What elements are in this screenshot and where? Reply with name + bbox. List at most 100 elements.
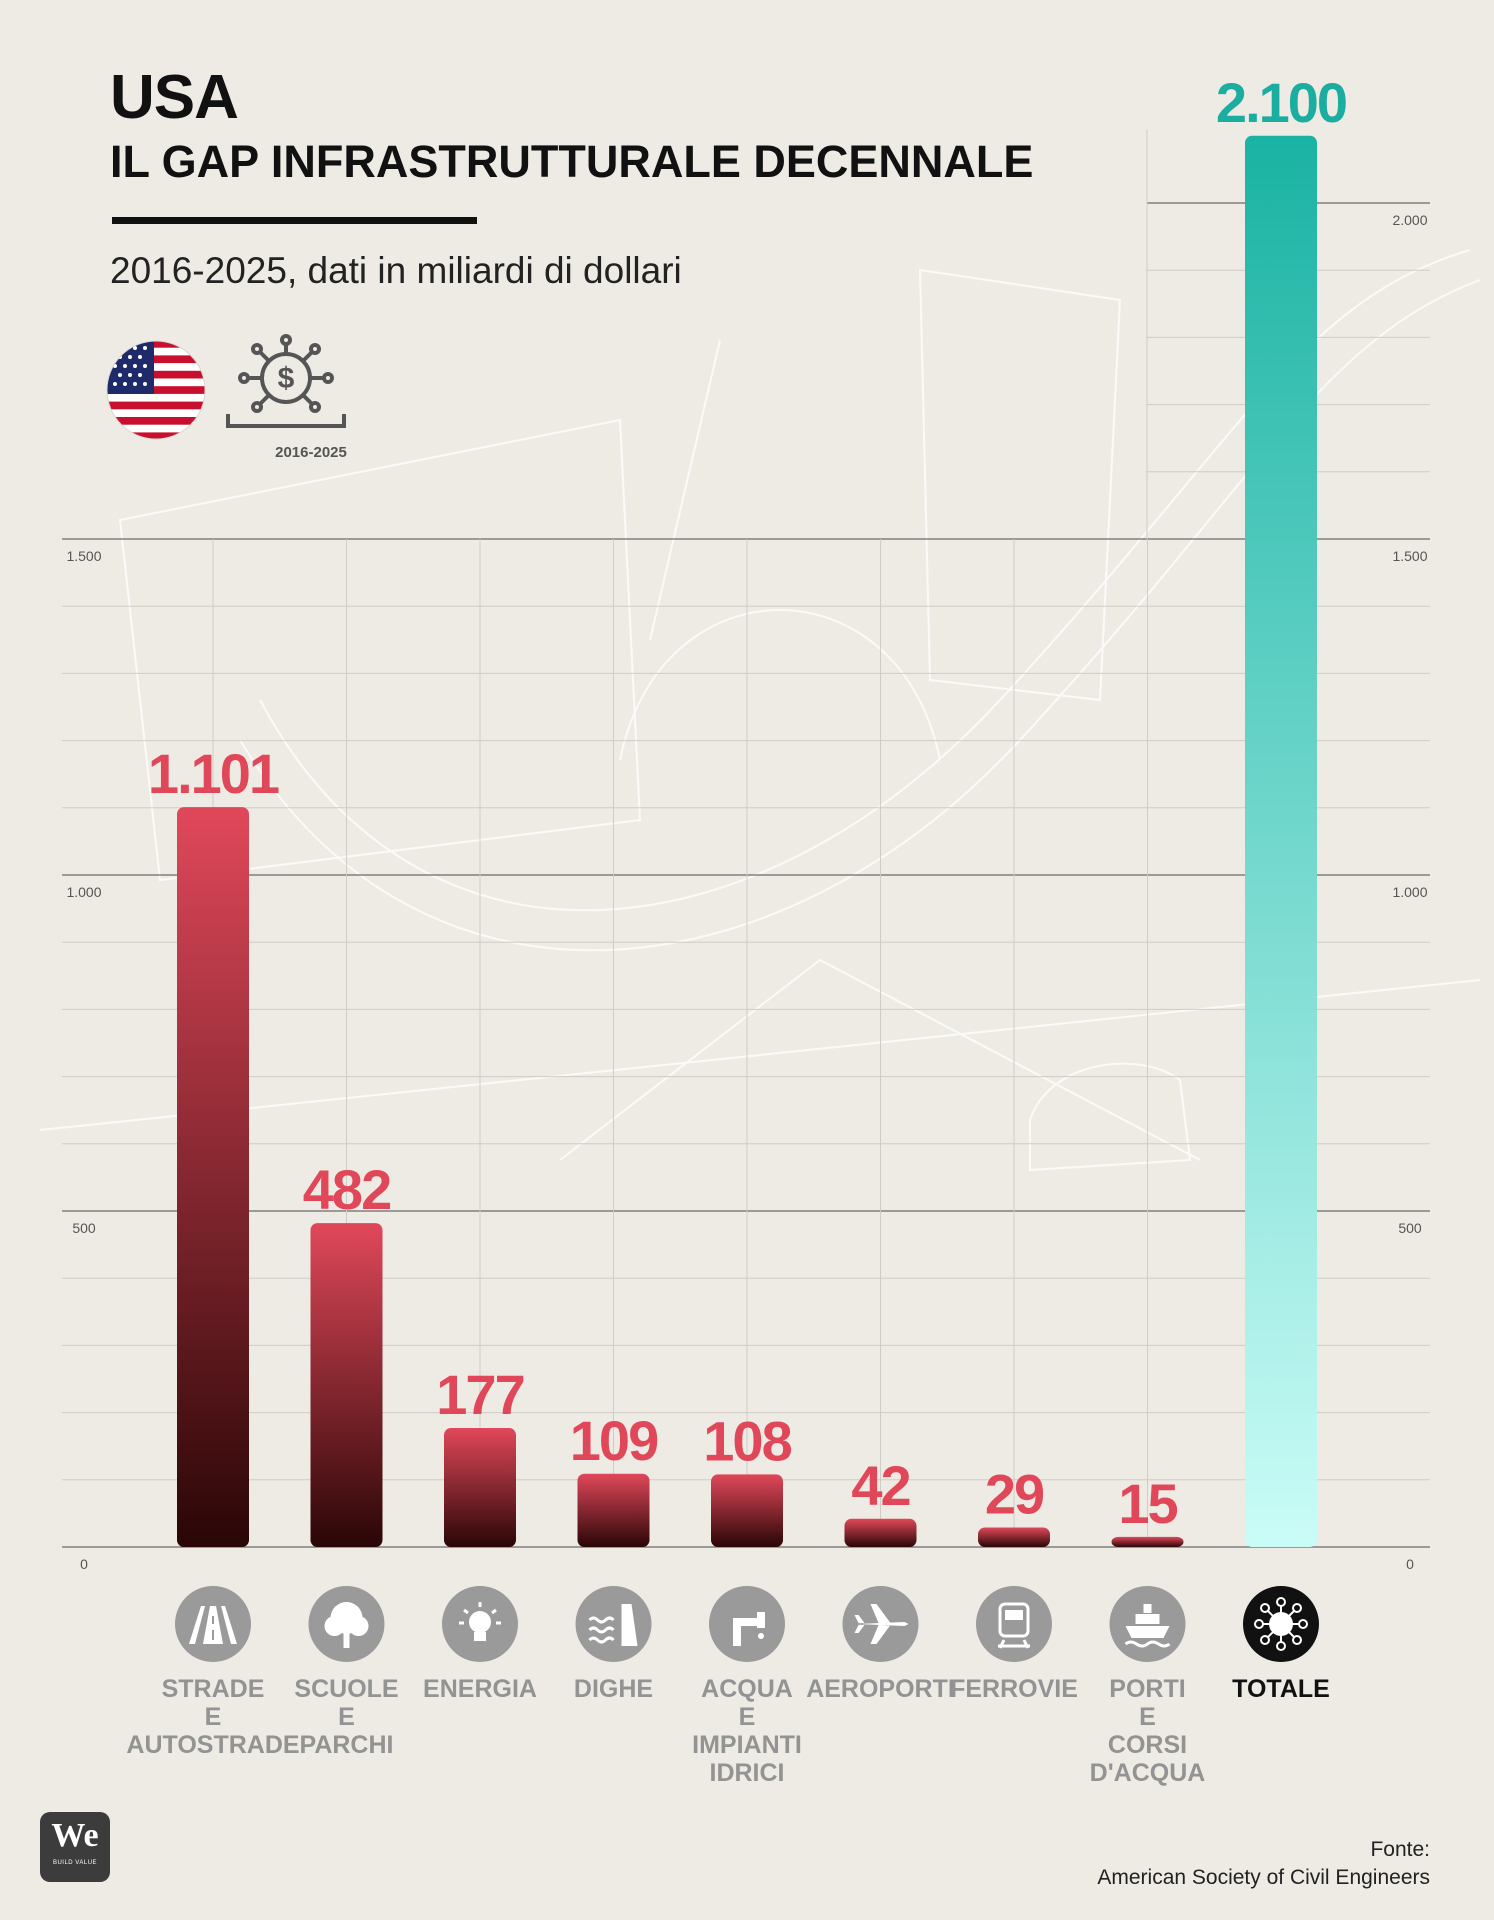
bar-value-label: 109 bbox=[570, 1409, 658, 1472]
train-body bbox=[998, 1602, 1030, 1638]
bar-value-label: 2.100 bbox=[1216, 71, 1346, 134]
water-drop bbox=[758, 1633, 764, 1639]
bar-value-label: 29 bbox=[985, 1463, 1044, 1526]
train-rails bbox=[998, 1639, 1030, 1649]
road-shape bbox=[203, 1606, 223, 1644]
category-label-line: STRADE bbox=[162, 1675, 265, 1703]
bar bbox=[1111, 1536, 1184, 1547]
network-node bbox=[1276, 1641, 1286, 1651]
bar-value-label: 482 bbox=[303, 1158, 390, 1221]
logo-tagline: BUILD VALUE bbox=[52, 1860, 98, 1866]
category-label-line: D'ACQUA bbox=[1090, 1759, 1206, 1787]
source-name: American Society of Civil Engineers bbox=[1097, 1866, 1430, 1889]
network-node bbox=[1276, 1597, 1286, 1607]
bar bbox=[444, 1428, 516, 1547]
water-tap-icon bbox=[709, 1586, 785, 1662]
ship-cabin bbox=[1135, 1614, 1160, 1624]
icon-circle bbox=[976, 1586, 1052, 1662]
bar-value-label: 42 bbox=[851, 1454, 909, 1517]
category-label: TOTALE bbox=[1232, 1675, 1330, 1703]
category-label: PORTI E CORSI D'ACQUA bbox=[1090, 1675, 1206, 1787]
category-label-line: E bbox=[338, 1703, 355, 1731]
y-axis-tick-label: 1.000 bbox=[66, 884, 101, 900]
bar-value-label: 1.101 bbox=[148, 742, 279, 805]
category-label-line: CORSI bbox=[1108, 1731, 1187, 1759]
category-label: SCUOLE E PARCHI bbox=[294, 1675, 398, 1759]
bar-value-label: 108 bbox=[703, 1409, 791, 1472]
bulb-rays bbox=[459, 1602, 501, 1625]
page-subtitle: IL GAP INFRASTRUTTURALE DECENNALE bbox=[110, 136, 1034, 187]
bar bbox=[577, 1473, 650, 1547]
bar bbox=[177, 807, 249, 1547]
category-label-line: IMPIANTI bbox=[692, 1731, 802, 1759]
category-label-line: DIGHE bbox=[574, 1675, 653, 1703]
y-axis-tick-label: 0 bbox=[1406, 1556, 1414, 1572]
dam-water bbox=[588, 1616, 615, 1644]
category-label-line: TOTALE bbox=[1232, 1675, 1330, 1703]
y-axis-tick-label: 1.500 bbox=[1392, 548, 1427, 564]
road-marking bbox=[212, 1616, 214, 1640]
tree-icon bbox=[308, 1586, 385, 1662]
category-label-line: FERROVIE bbox=[950, 1675, 1078, 1703]
category-label-line: IDRICI bbox=[710, 1759, 785, 1787]
category-label-line: AUTOSTRADE bbox=[126, 1731, 299, 1759]
usa-flag-icon bbox=[106, 340, 206, 440]
tree-trunk bbox=[343, 1632, 350, 1648]
network-node bbox=[1292, 1635, 1302, 1645]
y-axis-tick-label: 1.000 bbox=[1392, 884, 1427, 900]
bar bbox=[1245, 135, 1317, 1547]
lightbulb-icon bbox=[442, 1586, 518, 1662]
page-title: USA bbox=[110, 63, 239, 132]
category-label-line: PORTI bbox=[1109, 1675, 1185, 1703]
category-label: ACQUA E IMPIANTI IDRICI bbox=[692, 1675, 802, 1787]
y-axis-tick-label: 2.000 bbox=[1392, 212, 1427, 228]
chart-description: 2016-2025, dati in miliardi di dollari bbox=[110, 250, 682, 291]
bar bbox=[711, 1474, 783, 1547]
airplane-icon bbox=[842, 1586, 919, 1662]
bar bbox=[844, 1518, 917, 1547]
y-axis-tick-label: 1.500 bbox=[66, 548, 101, 564]
bar-value-label: 15 bbox=[1118, 1472, 1177, 1535]
category-label-line: AEROPORTI bbox=[806, 1675, 955, 1703]
ship-waves bbox=[1124, 1640, 1171, 1648]
category-label: AEROPORTI bbox=[806, 1675, 955, 1703]
category-label-line: SCUOLE bbox=[294, 1675, 398, 1703]
network-node bbox=[1298, 1619, 1308, 1629]
category-label: ENERGIA bbox=[423, 1675, 537, 1703]
tree-crown bbox=[348, 1616, 369, 1636]
category-label-line: E bbox=[1139, 1703, 1156, 1731]
pipe-shape bbox=[733, 1612, 765, 1646]
icon-circle bbox=[575, 1586, 652, 1662]
bulb-base bbox=[474, 1632, 486, 1641]
road-icon bbox=[175, 1586, 251, 1662]
y-axis-tick-label: 500 bbox=[72, 1220, 96, 1236]
ship-hull bbox=[1125, 1626, 1170, 1638]
category-label-line: E bbox=[205, 1703, 222, 1731]
y-axis-tick-label: 500 bbox=[1398, 1220, 1422, 1236]
category-label-line: E bbox=[739, 1703, 756, 1731]
train-window bbox=[1005, 1610, 1023, 1620]
dam-wall bbox=[621, 1604, 638, 1646]
category-label-line: ACQUA bbox=[701, 1675, 793, 1703]
ship-icon bbox=[1109, 1586, 1186, 1662]
category-label: STRADE E AUTOSTRADE bbox=[126, 1675, 299, 1759]
tree-crown bbox=[324, 1616, 345, 1636]
category-label: DIGHE bbox=[574, 1675, 653, 1703]
dam-icon bbox=[575, 1586, 652, 1662]
money-icon-label: 2016-2025 bbox=[275, 444, 347, 461]
source-label: Fonte: bbox=[1370, 1838, 1430, 1861]
svg-text:$: $ bbox=[278, 362, 295, 395]
category-label-line: PARCHI bbox=[300, 1731, 394, 1759]
we-build-value-logo: We BUILD VALUE bbox=[40, 1812, 110, 1882]
network-node bbox=[1292, 1603, 1302, 1613]
network-icon bbox=[1243, 1586, 1319, 1662]
plane-shape bbox=[854, 1604, 909, 1644]
network-node bbox=[1260, 1603, 1270, 1613]
ship-funnel bbox=[1143, 1604, 1152, 1613]
bar-value-label: 177 bbox=[436, 1363, 523, 1426]
train-icon bbox=[976, 1586, 1052, 1662]
road-edge bbox=[189, 1606, 237, 1644]
network-node bbox=[1260, 1635, 1270, 1645]
